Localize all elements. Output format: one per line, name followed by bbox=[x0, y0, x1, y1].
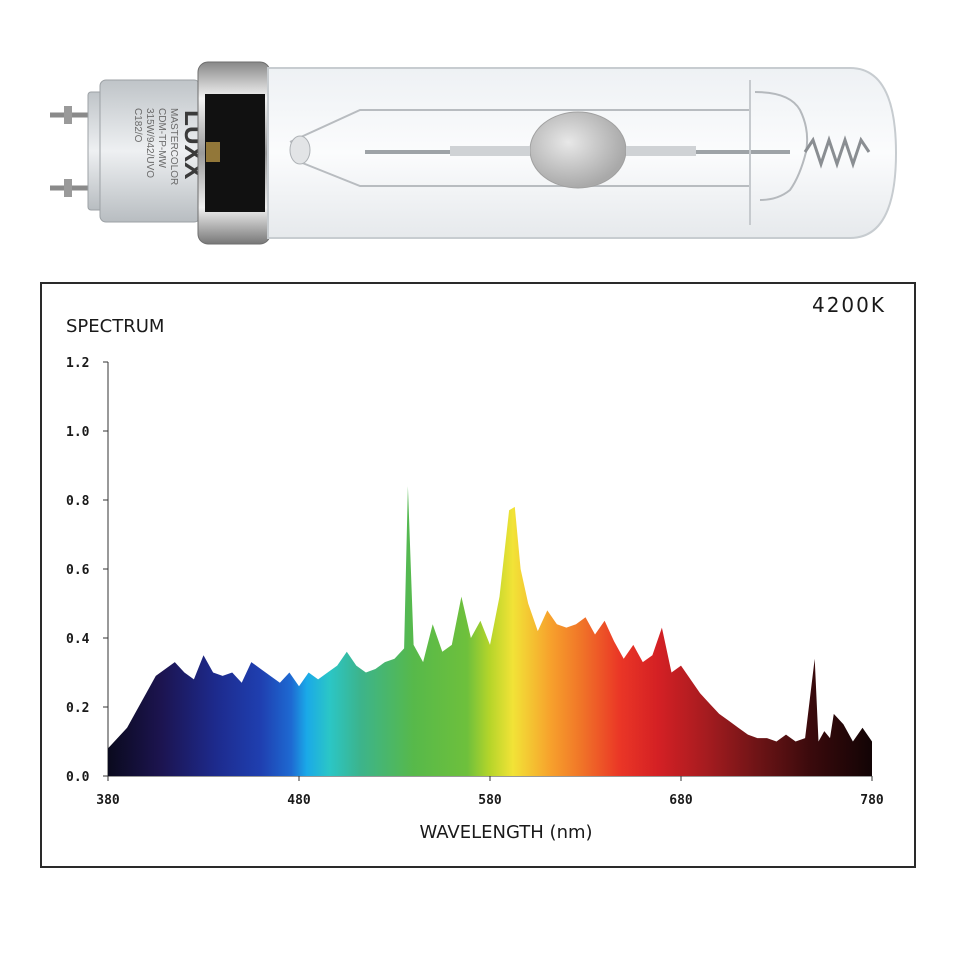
x-tick-label: 680 bbox=[669, 793, 693, 808]
x-tick-label: 780 bbox=[860, 793, 884, 808]
y-axis-ticks: 0.0 0.2 0.4 0.6 0.8 1.0 1.2 bbox=[66, 356, 108, 785]
base-label-line-1: MASTERCOLOR bbox=[168, 108, 179, 185]
lamp-image: LUXX MASTERCOLOR CDM-TP-MW 315W/942/UVO … bbox=[50, 61, 898, 245]
y-tick-label: 1.2 bbox=[66, 356, 89, 371]
y-tick-label: 0.0 bbox=[66, 770, 90, 785]
y-tick-label: 0.2 bbox=[66, 701, 89, 716]
color-temperature-badge: 4200K bbox=[812, 293, 886, 317]
spectrum-area bbox=[108, 486, 872, 776]
x-axis-ticks: 380 480 580 680 780 bbox=[96, 776, 884, 808]
y-axis-title: SPECTRUM bbox=[66, 316, 164, 337]
spectrum-chart: 4200K SPECTRUM WAVELENGTH (nm) 0.0 0.2 0.4… bbox=[66, 293, 886, 843]
base-label-line-3: 315W/942/UVO bbox=[144, 108, 155, 178]
x-axis-title: WAVELENGTH (nm) bbox=[419, 822, 592, 843]
y-tick-label: 1.0 bbox=[66, 425, 90, 440]
x-tick-label: 380 bbox=[96, 793, 120, 808]
y-tick-label: 0.4 bbox=[66, 632, 90, 647]
y-tick-label: 0.8 bbox=[66, 494, 90, 509]
x-tick-label: 480 bbox=[287, 793, 311, 808]
pin-bottom bbox=[50, 179, 92, 197]
pin-top bbox=[50, 106, 92, 124]
base-label-line-4: C182/O bbox=[132, 108, 143, 143]
y-tick-label: 0.6 bbox=[66, 563, 90, 578]
base-label-line-2: CDM-TP-MW bbox=[156, 108, 167, 169]
x-tick-label: 580 bbox=[478, 793, 502, 808]
